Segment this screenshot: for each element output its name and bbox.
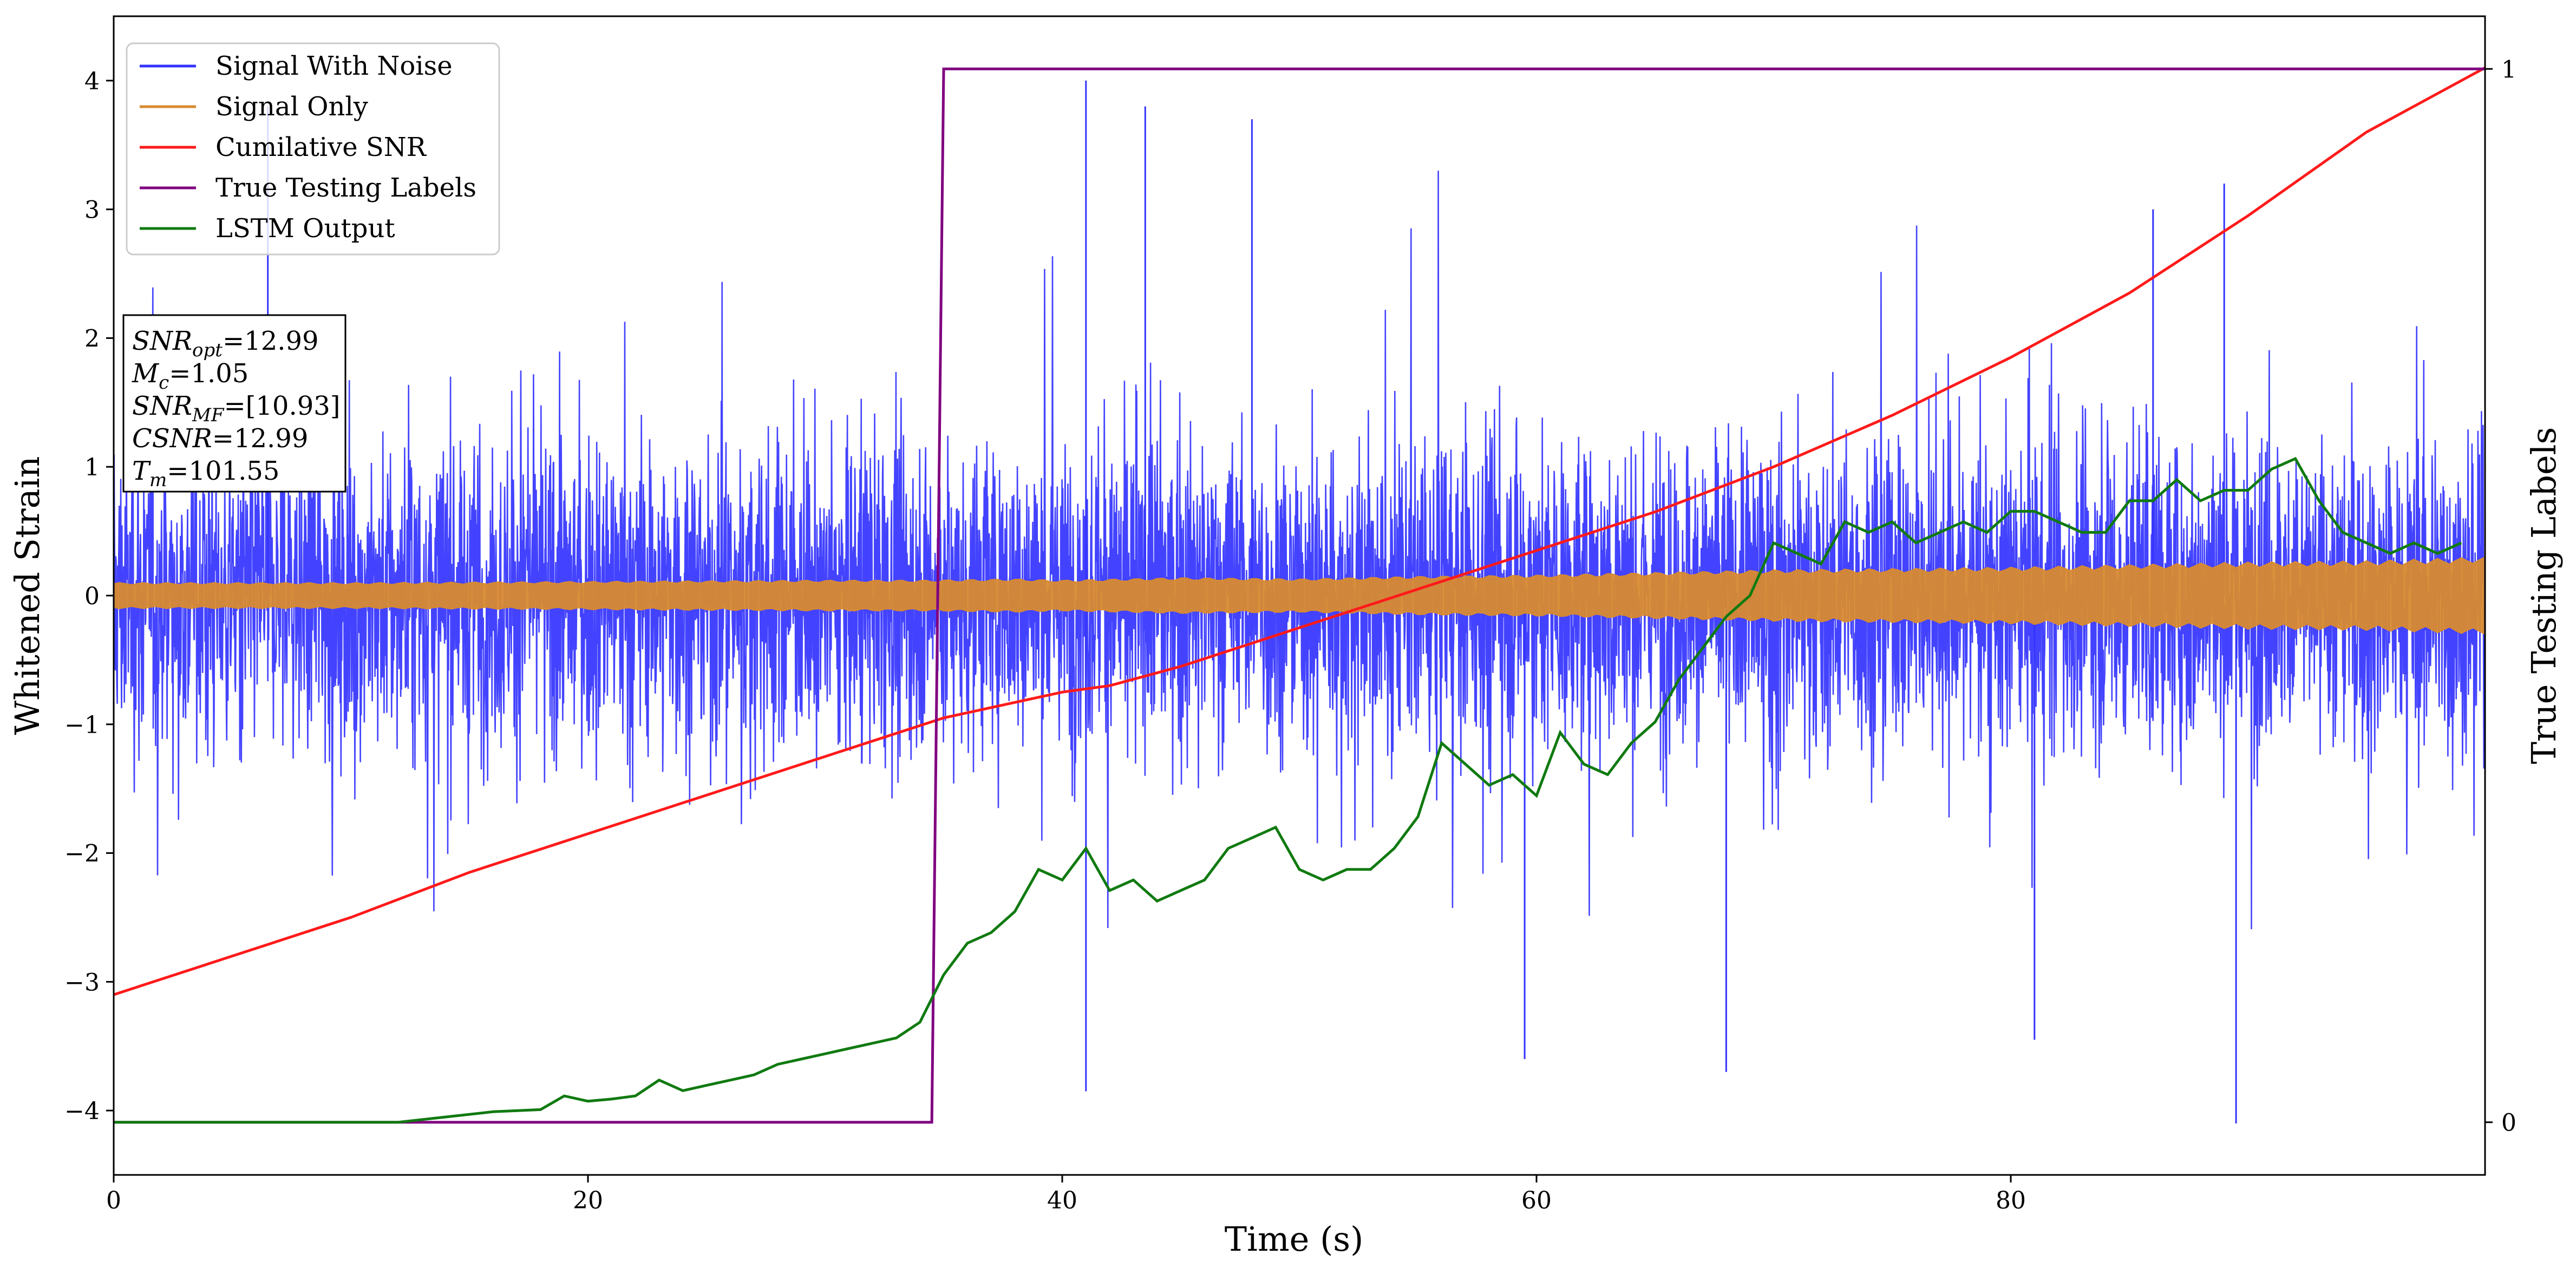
y-tick-label: 3 [84, 197, 100, 224]
y-tick-label: −3 [64, 969, 100, 996]
x-tick-label: 80 [1996, 1187, 2026, 1214]
x-tick-label: 20 [573, 1187, 603, 1214]
y-tick-label: 4 [84, 68, 100, 95]
series-cumulative-snr [114, 66, 2485, 996]
y-tick-label: 1 [84, 454, 100, 481]
y-tick-label: 2 [84, 325, 100, 352]
info-box-frame [122, 314, 346, 493]
y2-axis-label: True Testing Labels [2524, 427, 2564, 765]
series-true-testing-labels [114, 67, 2485, 1124]
plot-area [114, 66, 2485, 1124]
series-lstm-output [114, 456, 2462, 1124]
info-box: SNRopt=12.99Mc=1.05SNRMF=[10.93]CSNR=12.… [122, 314, 346, 493]
info-line: Tm=101.55 [132, 456, 279, 491]
info-line: Mc=1.05 [132, 358, 249, 394]
legend-label: True Testing Labels [215, 173, 476, 203]
y-tick-label: −2 [64, 840, 100, 868]
y-tick-label: 0 [84, 583, 100, 610]
series-signal-only [114, 556, 2485, 635]
legend: Signal With Noise Signal Only Cumilative S… [126, 42, 500, 256]
y-tick-label: −4 [64, 1097, 100, 1125]
y-tick-label: −1 [64, 711, 100, 739]
legend-label: Signal With Noise [215, 51, 453, 81]
x-tick-label: 0 [106, 1187, 121, 1214]
series-signal-with-noise [114, 171, 2485, 930]
y2-tick-label: 1 [2501, 56, 2516, 83]
y2-tick-label: 0 [2501, 1109, 2516, 1137]
info-line: SNRMF=[10.93] [132, 391, 341, 426]
legend-label: Signal Only [215, 92, 368, 122]
legend-label: LSTM Output [215, 213, 395, 244]
info-line: CSNR=12.99 [132, 423, 308, 454]
x-tick-label: 40 [1047, 1187, 1077, 1214]
x-tick-label: 60 [1521, 1187, 1552, 1214]
info-line: SNRopt=12.99 [132, 326, 319, 361]
y-axis-label: Whitened Strain [8, 456, 47, 735]
legend-label: Cumilative SNR [215, 132, 427, 162]
legend-box [126, 42, 500, 256]
x-axis-label: Time (s) [1225, 1219, 1364, 1259]
